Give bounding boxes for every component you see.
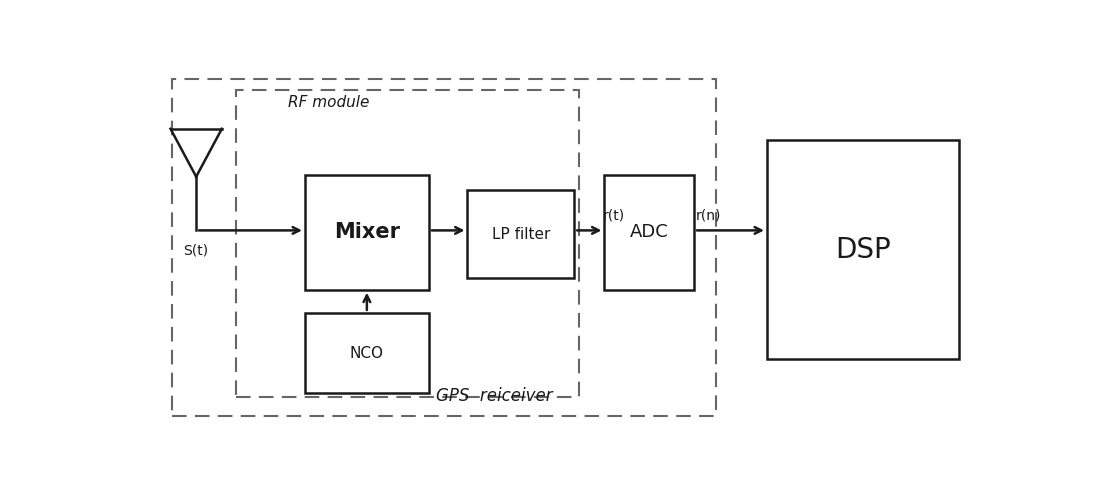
Text: GPS  reiceiver: GPS reiceiver [436, 387, 553, 405]
Text: RF module: RF module [288, 95, 369, 110]
Text: NCO: NCO [350, 346, 384, 361]
Text: DSP: DSP [836, 236, 891, 263]
Bar [767, 140, 959, 359]
Text: r(n): r(n) [696, 209, 721, 223]
Text: ADC: ADC [630, 223, 669, 242]
Bar [305, 313, 428, 393]
Bar [604, 175, 694, 290]
Text: r(t): r(t) [603, 209, 625, 223]
Bar [172, 79, 715, 416]
Text: LP filter: LP filter [491, 227, 550, 242]
Bar [467, 190, 574, 278]
Text: S(t): S(t) [183, 244, 209, 258]
Bar [236, 91, 578, 397]
Bar [305, 175, 428, 290]
Text: Mixer: Mixer [333, 222, 400, 243]
